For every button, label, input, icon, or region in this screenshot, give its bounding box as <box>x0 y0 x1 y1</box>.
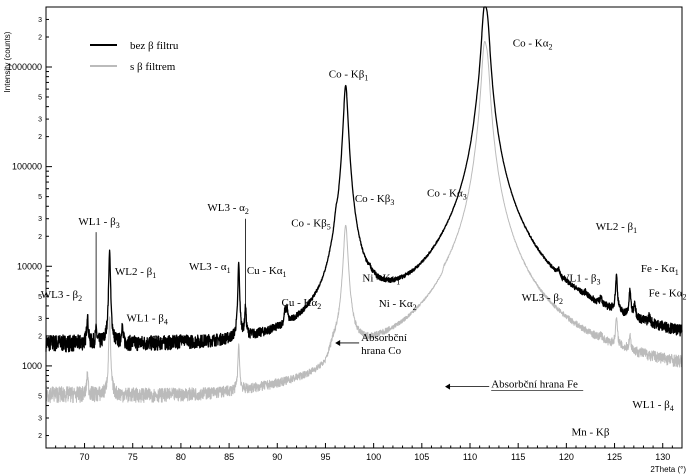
y-minor-label-19: 5 <box>38 194 42 201</box>
peak-label-17: WL3 - β2 <box>522 292 563 306</box>
x-tick-label-1: 75 <box>128 452 138 462</box>
peak-label-21: Fe - Kα2 <box>649 287 687 301</box>
edge-label-0-0: Absorbční <box>361 332 407 344</box>
plot-frame <box>45 6 683 449</box>
edge-label-0-1: hrana Co <box>361 345 402 357</box>
peak-label-22: Mn - Kβ <box>571 427 609 439</box>
peak-label-4: Co - Kβ5 <box>291 218 331 232</box>
series-line-0 <box>45 6 683 353</box>
y-minor-label-1: 3 <box>38 416 42 423</box>
peak-label-18: WL1 - β3 <box>559 273 600 287</box>
y-minor-label-32: 2 <box>38 34 42 41</box>
x-tick-label-12: 130 <box>655 452 670 462</box>
peak-label-14: Cu - Kα2 <box>282 297 322 311</box>
y-tick-label-0: 1000 <box>22 361 42 371</box>
legend-label-s-filtrem: s β filtrem <box>130 61 176 73</box>
edge-arrowhead-0 <box>335 339 341 346</box>
x-tick-label-0: 70 <box>80 452 90 462</box>
peak-label-3: Co - Kβ3 <box>355 193 395 207</box>
peak-label-13: Cu - Kα1 <box>247 265 287 279</box>
peak-label-23: WL1 - β4 <box>632 399 673 413</box>
x-axis: 70 75 80 85 90 95 100 105 110 115 120 125 130 <box>45 443 683 462</box>
peak-label-20: Fe - Kα1 <box>641 263 679 277</box>
legend: bez β filtru s β filtrem <box>90 40 179 73</box>
x-tick-label-10: 120 <box>559 452 574 462</box>
peak-label-19: WL2 - β1 <box>596 221 637 235</box>
peak-label-8: WL3 - β2 <box>41 289 82 303</box>
x-tick-label-5: 95 <box>320 452 330 462</box>
y-minor-label-27: 5 <box>38 94 42 101</box>
edge-arrowhead-1 <box>445 383 451 390</box>
y-tick-label-3: 1000000 <box>7 62 42 72</box>
x-tick-label-4: 90 <box>272 452 282 462</box>
x-tick-label-6: 100 <box>366 452 381 462</box>
peak-label-11: WL3 - α1 <box>189 261 231 275</box>
x-tick-label-7: 105 <box>414 452 429 462</box>
y-minor-label-24: 2 <box>38 134 42 141</box>
peak-label-2: Co - Kβ1 <box>329 69 369 83</box>
peak-label-10: Cu - Kβ <box>151 334 187 346</box>
x-tick-label-3: 85 <box>224 452 234 462</box>
y-minor-label-17: 3 <box>38 216 42 223</box>
edge-label-1-0: Absorbční hrana Fe <box>491 379 578 391</box>
y-minor-label-9: 3 <box>38 316 42 323</box>
peak-label-5: Co - Kα3 <box>427 188 467 202</box>
peak-label-1: Co - Kα2 <box>513 38 553 52</box>
peak-label-6: WL1 - β3 <box>78 216 119 230</box>
y-minor-label-25: 3 <box>38 117 42 124</box>
y-tick-label-1: 10000 <box>17 261 42 271</box>
peak-label-9: WL1 - β4 <box>126 312 167 326</box>
peak-label-16: Ni - Kα2 <box>379 298 417 312</box>
series-line-1 <box>45 40 683 404</box>
y-axis-label: Intensity (counts) <box>3 31 12 92</box>
y-minor-label-33: 3 <box>38 17 42 24</box>
x-tick-label-8: 110 <box>463 452 477 462</box>
x-tick-label-2: 80 <box>176 452 186 462</box>
x-tick-label-9: 115 <box>511 452 525 462</box>
peak-label-12: WL3 - α2 <box>207 202 249 216</box>
x-axis-label: 2Theta (°) <box>650 465 686 474</box>
y-minor-label-3: 5 <box>38 393 42 400</box>
x-tick-label-11: 125 <box>607 452 622 462</box>
y-axis: 1000 10000 100000 1000000 2 3 5 2 3 5 2 3 5 2 3 5 2 3 <box>7 6 52 440</box>
y-minor-label-16: 2 <box>38 234 42 241</box>
y-minor-label-11: 5 <box>38 294 42 301</box>
y-minor-label-8: 2 <box>38 333 42 340</box>
y-tick-label-2: 100000 <box>12 162 42 172</box>
y-minor-label-0: 2 <box>38 433 42 440</box>
peak-label-15: Ni - Kα1 <box>362 273 400 287</box>
legend-label-bez-filtru: bez β filtru <box>130 40 179 52</box>
plot-lines <box>45 6 683 404</box>
peak-label-7: WL2 - β1 <box>115 266 156 280</box>
